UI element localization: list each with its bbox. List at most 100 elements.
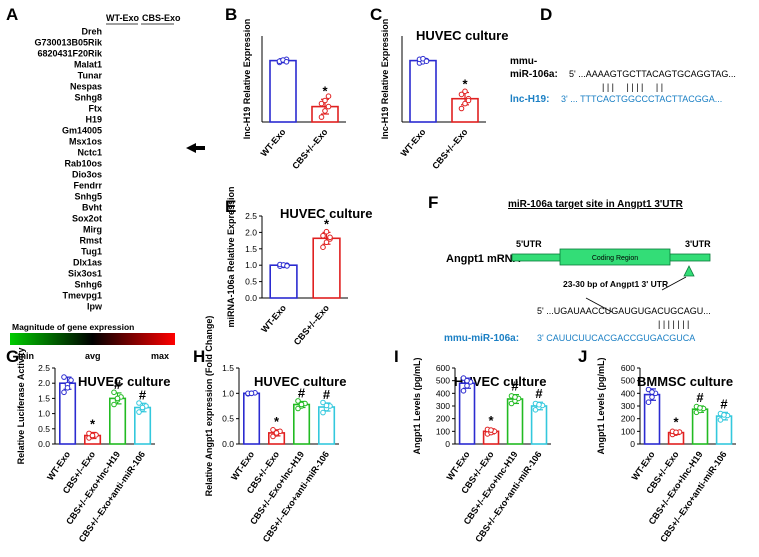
y-axis-label: Relative Angpt1 expression (Fold Change)	[204, 316, 214, 497]
y-tick-label: 600	[436, 363, 450, 373]
data-point	[323, 239, 330, 245]
significance-marker: #	[535, 386, 543, 401]
y-tick-label: 200	[436, 414, 450, 424]
panel-e: E HUVEC culture 0.0 0.5 1.0 1.5 2.0 2.5 miRNA-10…	[225, 186, 372, 347]
heatmap-legend-title: Magnitude of gene expression	[12, 322, 134, 332]
y-axis-label: Angpt1 Levels (pg/mL)	[596, 357, 606, 454]
chart-title: HUVEC culture	[416, 28, 508, 43]
f-bp-label: 23-30 bp of Angpt1 3' UTR	[563, 279, 668, 289]
y-tick-label: 1.0	[38, 409, 50, 419]
category-label: CBS+/--Exo	[290, 126, 330, 171]
chart-title: HUVEC culture	[254, 374, 346, 389]
y-tick-label: 2.5	[38, 363, 50, 373]
data-point	[61, 389, 67, 396]
significance-marker: *	[322, 83, 328, 98]
y-tick-label: 1.5	[38, 393, 50, 403]
heatmap-legend-min: min	[18, 351, 34, 361]
y-tick-label: 0.0	[245, 293, 257, 303]
heatmap-row-label: Dlx1as	[73, 258, 102, 268]
heatmap-row-label: Bvht	[82, 203, 102, 213]
y-tick-label: 2.5	[245, 211, 257, 221]
y-tick-label: 0.5	[245, 277, 257, 287]
heatmap-row-label: Rab10os	[64, 159, 102, 169]
heatmap-row-label: Ipw	[87, 302, 103, 312]
bar	[243, 392, 261, 445]
heatmap-row-label: Nctc1	[77, 148, 102, 158]
category-label: WT-Exo	[399, 126, 428, 158]
category-label: WT-Exo	[259, 302, 288, 334]
panel-label-g: G	[6, 347, 19, 366]
y-tick-label: 1.0	[222, 388, 234, 398]
f-seq-top: 5' ...UGAUAACCUGAUGUGACUGCAGU...	[537, 306, 711, 316]
f-coding-label: Coding Region	[592, 255, 638, 262]
data-point	[248, 390, 255, 397]
data-point	[325, 93, 332, 99]
y-tick-label: 0	[630, 439, 635, 449]
data-point	[423, 58, 430, 65]
category-label: CBS+/--Exo	[430, 126, 470, 171]
y-axis-label: Angpt1 Levels (pg/mL)	[412, 357, 422, 454]
data-point	[320, 399, 326, 406]
f-pairing-bars: | | | | | | |	[658, 319, 689, 329]
bar	[409, 59, 437, 123]
y-tick-label: 2.0	[245, 227, 257, 237]
data-point	[64, 385, 71, 391]
panel-h: H HUVEC culture 0.0 0.5 1.0 1.5 Relative Angpt…	[193, 316, 346, 544]
panel-j: J BMMSC culture 0 100 200 300 400 500 600 Angpt1 …	[578, 347, 736, 544]
data-point	[460, 388, 467, 394]
data-point	[488, 427, 494, 433]
d-lnc-sequence: 3' ... TTTCACTGGCCCTACTTACGGA...	[561, 94, 722, 104]
heatmap-row-label: H19	[85, 115, 102, 125]
panel-label-f: F	[428, 193, 438, 212]
bar	[269, 59, 297, 123]
y-tick-label: 500	[621, 376, 635, 386]
heatmap-row-label: Msx1os	[69, 137, 102, 147]
heatmap-row-label: Sox2ot	[72, 214, 102, 224]
data-point	[318, 114, 325, 120]
y-tick-label: 0.0	[222, 439, 234, 449]
data-point	[649, 389, 655, 395]
bar	[269, 264, 298, 299]
data-point	[645, 399, 652, 406]
panel-label-b: B	[225, 5, 237, 24]
heatmap-row-label: Ftx	[89, 104, 103, 114]
y-tick-label: 0.5	[38, 424, 50, 434]
y-tick-label: 400	[436, 388, 450, 398]
heatmap-row-label: 6820431F20Rik	[37, 49, 103, 59]
panel-label-j: J	[578, 347, 587, 366]
data-point	[320, 244, 326, 250]
significance-marker: #	[720, 396, 728, 411]
data-point	[462, 88, 468, 95]
data-point	[458, 91, 465, 98]
y-tick-label: 200	[621, 414, 635, 424]
significance-marker: #	[323, 387, 331, 402]
data-point	[273, 430, 280, 436]
data-point	[464, 382, 470, 389]
d-mir-label-1: mmu-	[510, 56, 537, 67]
data-point	[318, 100, 325, 107]
significance-marker: *	[462, 77, 468, 92]
arrow-icon	[186, 143, 205, 153]
significance-marker: *	[274, 414, 280, 429]
panel-i: I HUVEC culture 0 100 200 300 400 500 600 Angpt1 …	[394, 347, 551, 544]
heatmap-row-label: Snhg6	[74, 280, 102, 290]
data-point	[323, 228, 330, 235]
data-point	[536, 401, 542, 408]
category-label: WT-Exo	[259, 126, 288, 158]
y-axis-label: Relative Luciferase Activity	[16, 348, 26, 465]
data-point	[327, 234, 333, 241]
heatmap-row-label: Tunar	[78, 71, 103, 81]
data-point	[512, 394, 518, 400]
heatmap-row-label: Tug1	[81, 247, 102, 257]
target-site-triangle-icon	[683, 265, 695, 277]
data-point	[464, 377, 470, 384]
data-point	[320, 232, 326, 239]
data-point	[284, 263, 290, 269]
significance-marker: #	[511, 379, 519, 394]
data-point	[111, 401, 117, 408]
f-pointer-line	[661, 276, 687, 291]
d-mir-sequence: 5' ...AAAAGTGCTTACAGTGCAGGTAG...	[569, 69, 736, 79]
data-point	[89, 432, 96, 439]
data-point	[325, 103, 332, 110]
